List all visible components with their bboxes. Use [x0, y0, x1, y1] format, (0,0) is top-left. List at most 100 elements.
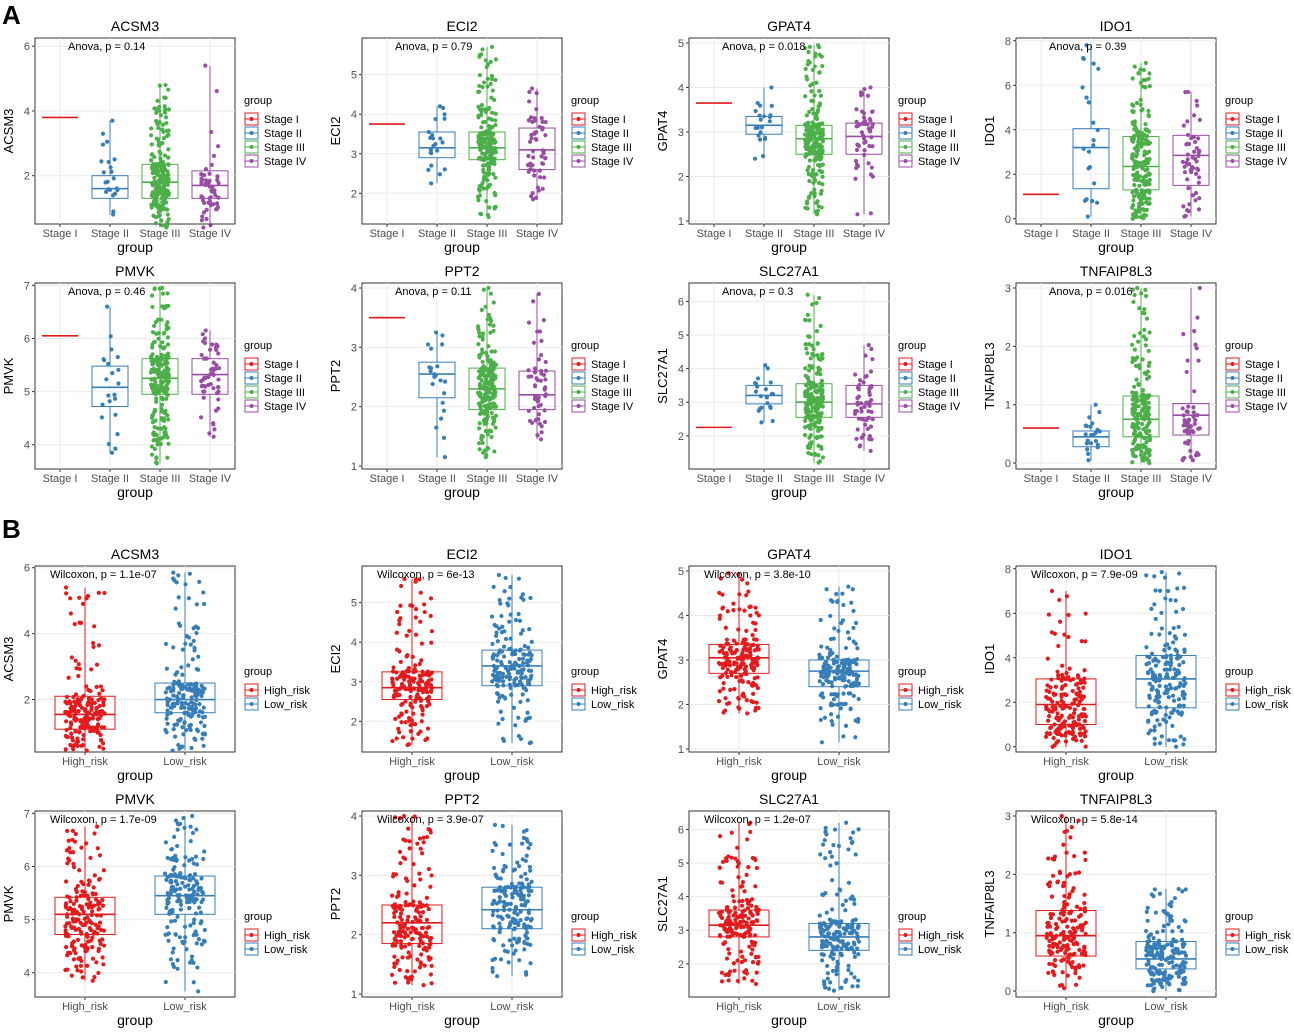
data-point	[488, 377, 494, 382]
data-point	[170, 701, 175, 707]
data-point	[867, 436, 872, 442]
data-point	[1181, 742, 1186, 747]
x-tick-label: Stage III	[794, 228, 835, 240]
plot-title: ECI2	[446, 18, 477, 34]
data-point	[66, 838, 71, 843]
data-point	[806, 342, 812, 347]
data-point	[171, 867, 176, 872]
data-point	[763, 387, 768, 392]
data-point	[92, 974, 97, 980]
data-point	[199, 352, 204, 358]
data-point	[155, 317, 161, 322]
data-point	[82, 716, 87, 721]
data-point	[148, 133, 154, 138]
data-point	[803, 94, 808, 99]
data-point	[820, 404, 825, 409]
data-point	[110, 193, 116, 198]
legend-key-point	[576, 362, 581, 366]
data-point	[817, 418, 822, 423]
data-point	[804, 152, 809, 158]
data-point	[746, 589, 751, 594]
data-point	[817, 295, 822, 301]
x-tick-label: High_risk	[62, 756, 108, 768]
data-point	[210, 202, 216, 207]
data-point	[810, 405, 815, 410]
x-axis-label: group	[444, 239, 480, 255]
data-point	[69, 655, 74, 660]
data-point	[853, 176, 858, 181]
data-point	[1081, 725, 1086, 731]
data-point	[395, 687, 401, 692]
y-tick-label: 5	[24, 915, 30, 927]
data-point	[216, 366, 222, 371]
data-point	[72, 622, 77, 627]
legend-entry: Stage II	[571, 371, 629, 385]
data-point	[1146, 416, 1151, 421]
data-point	[168, 957, 174, 962]
data-point	[88, 927, 94, 933]
data-point	[1149, 606, 1154, 611]
y-tick-label: 3	[678, 655, 684, 667]
data-point	[1146, 719, 1151, 724]
data-point	[202, 731, 207, 736]
data-point	[1073, 721, 1078, 726]
data-point	[805, 168, 810, 173]
data-point	[90, 978, 95, 983]
data-point	[1097, 410, 1102, 415]
data-point	[195, 692, 200, 697]
data-point	[101, 703, 106, 708]
data-point	[517, 656, 522, 662]
data-point	[479, 125, 484, 130]
data-point	[1141, 427, 1146, 432]
data-point	[485, 76, 490, 81]
data-point	[1145, 180, 1150, 186]
legend-title: group	[244, 666, 272, 678]
data-point	[94, 684, 99, 689]
data-point	[406, 826, 411, 831]
data-point	[161, 192, 166, 197]
data-point	[477, 183, 482, 189]
data-point	[1095, 127, 1100, 133]
data-point	[724, 637, 730, 642]
data-point	[71, 694, 76, 700]
data-point	[1142, 149, 1147, 154]
x-tick-label: Low_risk	[1144, 756, 1188, 768]
data-point	[865, 401, 870, 406]
data-point	[425, 342, 431, 347]
data-point	[1145, 395, 1150, 401]
x-tick-label: Stage III	[1121, 473, 1162, 485]
data-point	[390, 669, 396, 674]
data-point	[526, 153, 531, 159]
data-point	[408, 930, 413, 935]
data-point	[528, 167, 533, 172]
legend-label: Stage I	[1245, 359, 1280, 371]
data-point	[1192, 139, 1198, 145]
data-point	[1043, 734, 1049, 739]
y-axis-label: GPAT4	[655, 111, 670, 152]
data-point	[723, 696, 728, 701]
y-tick-label: 2	[351, 188, 357, 200]
legend-label: High_risk	[918, 685, 964, 697]
data-point	[428, 613, 433, 619]
y-tick-label: 4	[24, 106, 30, 118]
data-point	[416, 680, 421, 685]
data-point	[113, 446, 118, 451]
data-point	[166, 938, 171, 943]
data-point	[64, 945, 69, 950]
data-point	[74, 717, 79, 722]
y-tick-label: 2	[678, 431, 684, 443]
data-point	[1131, 202, 1136, 208]
data-point	[1134, 173, 1139, 179]
data-point	[1173, 598, 1178, 603]
data-point	[492, 190, 497, 196]
data-point	[149, 126, 154, 131]
stat-annotation: Anova, p = 0.018	[722, 41, 805, 53]
data-point	[814, 80, 819, 85]
data-point	[75, 937, 81, 942]
data-point	[1137, 161, 1142, 167]
data-point	[99, 159, 104, 164]
data-point	[806, 195, 812, 200]
data-point	[400, 955, 405, 960]
data-point	[163, 200, 169, 205]
